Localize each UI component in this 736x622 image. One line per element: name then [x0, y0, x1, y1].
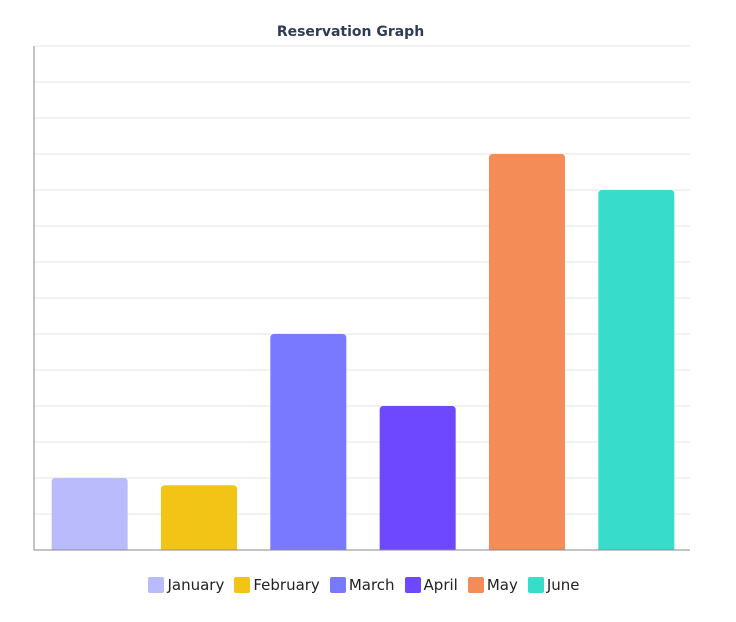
legend-label: February — [253, 576, 320, 594]
legend-swatch — [234, 577, 251, 593]
bar-may[interactable] — [489, 154, 565, 550]
gridlines — [34, 45, 690, 515]
legend-swatch — [148, 577, 165, 593]
legend-item-february[interactable]: February — [234, 576, 320, 594]
legend-item-april[interactable]: April — [404, 576, 458, 594]
legend-label: January — [167, 576, 225, 594]
legend-item-march[interactable]: March — [329, 576, 395, 594]
bar-january[interactable] — [51, 478, 128, 550]
legend-item-january[interactable]: January — [148, 576, 224, 594]
legend-item-june[interactable]: June — [527, 576, 580, 594]
legend-label: May — [486, 576, 518, 594]
legend-label: March — [348, 576, 395, 594]
bar-march[interactable] — [270, 334, 347, 550]
chart-title: Reservation Graph — [276, 24, 425, 40]
legend-swatch — [527, 577, 544, 593]
legend-swatch — [467, 577, 484, 593]
bar-june[interactable] — [598, 190, 675, 550]
legend-label: April — [423, 576, 458, 594]
legend-item-may[interactable]: May — [467, 576, 518, 594]
legend: January February March April May June — [0, 576, 728, 594]
legend-swatch — [404, 577, 421, 593]
bar-april[interactable] — [379, 406, 456, 550]
bar-february[interactable] — [161, 485, 237, 550]
legend-label: June — [546, 576, 580, 594]
axes — [33, 46, 690, 551]
legend-swatch — [329, 577, 346, 593]
bars — [51, 154, 675, 550]
